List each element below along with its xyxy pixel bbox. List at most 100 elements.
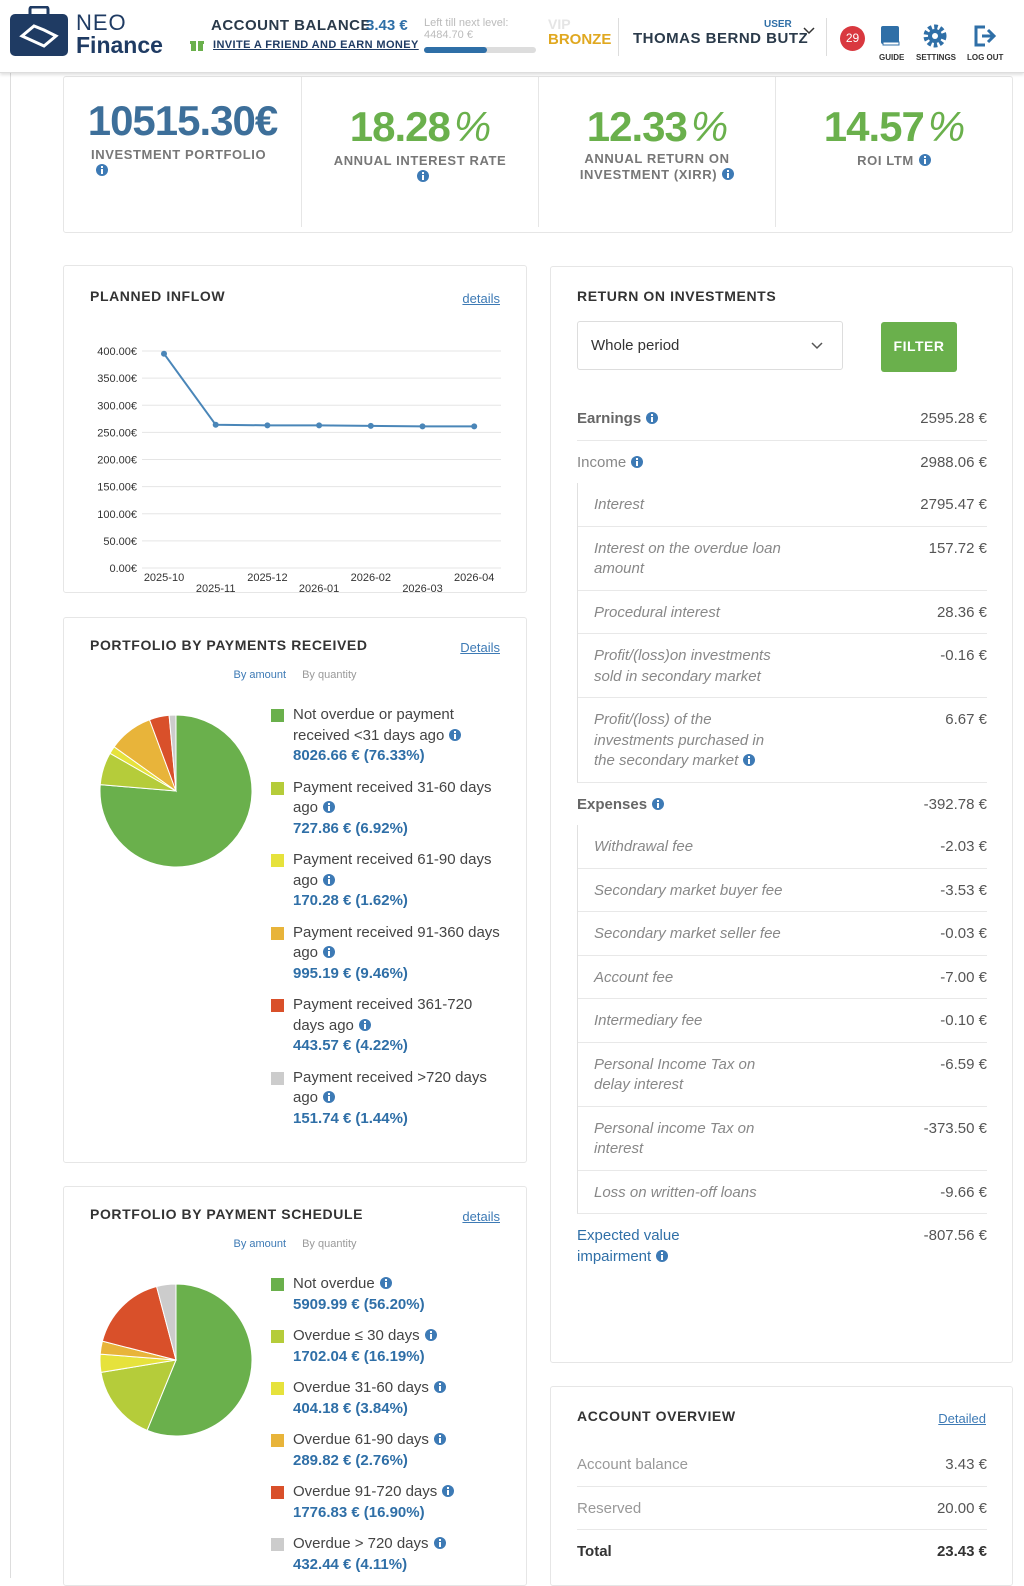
roi-subrow: Profit/(loss)on investments sold in seco…	[578, 634, 987, 698]
info-icon[interactable]	[722, 168, 735, 180]
x-tick-label: 2026-02	[351, 572, 391, 584]
info-icon[interactable]	[323, 873, 336, 886]
logo-icon[interactable]	[10, 6, 68, 56]
legend: Not overdue 5909.99 € (56.20%) Overdue ≤ 30…	[271, 1274, 506, 1585]
card-title: PORTFOLIO BY PAYMENTS RECEIVED	[90, 637, 368, 653]
guide-icon[interactable]	[879, 24, 903, 48]
planned-inflow-card: PLANNED INFLOW details 0.00€ 50.00€ 100.00…	[63, 265, 527, 593]
legend-percent: (76.33%)	[363, 747, 425, 764]
legend-value: 5909.99 €	[293, 1295, 360, 1313]
legend-item: Overdue 91-720 days 1776.83 € (16.90%)	[271, 1482, 506, 1523]
point	[264, 422, 271, 429]
tab[interactable]: By quantity	[302, 669, 357, 681]
balance-label: ACCOUNT BALANCE	[211, 17, 371, 34]
stat-label-text: ROI LTM	[857, 153, 914, 168]
info-icon[interactable]	[433, 1381, 446, 1393]
roi-sublabel: Loss on written-off loans	[594, 1183, 784, 1204]
legend-swatch	[271, 999, 284, 1012]
info-icon[interactable]	[433, 1537, 446, 1549]
stat: 12.33% ANNUAL RETURN ON INVESTMENT (XIRR)	[538, 77, 775, 227]
legend-label: Payment received 361-720 days ago	[293, 996, 473, 1034]
legend-percent: (4.22%)	[355, 1037, 408, 1054]
legend-percent: (1.44%)	[355, 1109, 408, 1127]
roi-row: Income 2988.06 €	[577, 441, 987, 484]
roi-subvalue: -0.16 €	[940, 647, 987, 664]
filter-button[interactable]: FILTER	[881, 322, 957, 372]
period-text: Whole period	[591, 337, 680, 354]
legend-percent: (16.90%)	[363, 1503, 425, 1521]
legend-percent: (6.92%)	[355, 819, 408, 837]
roi-sublabel: Intermediary fee	[594, 1011, 784, 1032]
stat-value: 14.57%	[776, 103, 1012, 151]
info-icon[interactable]	[323, 801, 336, 813]
roi-subvalue: 6.67 €	[945, 711, 987, 728]
info-icon[interactable]	[433, 1433, 446, 1445]
legend-item: Overdue ≤ 30 days 1702.04 € (16.19%)	[271, 1326, 506, 1367]
y-tick-label: 300.00€	[97, 400, 137, 412]
invite-link[interactable]: INVITE A FRIEND AND EARN MONEY	[213, 39, 419, 51]
legend-value: 289.82 €	[293, 1451, 352, 1469]
x-tick-label: 2026-04	[454, 572, 494, 584]
details-link[interactable]: Detailed	[938, 1411, 986, 1426]
tabs: By amount By quantity	[64, 1238, 526, 1250]
roi-sublabel: Secondary market seller fee	[594, 924, 784, 945]
legend-item: Not overdue or payment received <31 days…	[271, 705, 506, 767]
legend-label: Not overdue	[293, 1275, 375, 1292]
user-chevron[interactable]	[802, 26, 816, 36]
info-icon[interactable]	[424, 1329, 437, 1341]
logout-label[interactable]: LOG OUT	[967, 53, 1004, 62]
roi-value: -392.78 €	[923, 795, 987, 813]
logo-top: NEO	[76, 10, 127, 35]
roi-subvalue: -9.66 €	[940, 1183, 987, 1201]
legend-label: Overdue > 720 days	[293, 1535, 429, 1552]
roi-subvalue: -6.59 €	[940, 1055, 987, 1073]
info-icon[interactable]	[656, 1249, 669, 1262]
card-title: RETURN ON INVESTMENTS	[577, 288, 777, 304]
settings-icon[interactable]	[923, 24, 947, 48]
logout-icon[interactable]	[973, 24, 999, 48]
info-icon[interactable]	[323, 946, 336, 958]
card-title: ACCOUNT OVERVIEW	[577, 1408, 736, 1424]
roi-sublabel-text: Procedural interest	[594, 603, 720, 621]
legend-item: Payment received 31-60 days ago 727.86 €(…	[271, 778, 506, 840]
info-icon[interactable]	[379, 1277, 392, 1289]
info-icon[interactable]	[743, 754, 756, 766]
legend-value: 995.19 €	[293, 964, 352, 982]
legend-swatch	[271, 1434, 284, 1447]
info-icon[interactable]	[652, 797, 665, 810]
roi-value: 2595.28 €	[920, 410, 987, 427]
line	[163, 353, 475, 428]
stat-label-text: INVESTMENT PORTFOLIO	[91, 147, 267, 162]
details-link[interactable]: details	[462, 1209, 500, 1224]
info-icon[interactable]	[918, 154, 931, 166]
info-icon[interactable]	[323, 1091, 336, 1103]
level-bar	[424, 47, 536, 53]
info-icon[interactable]	[358, 1018, 371, 1031]
roi-sublabel-text: Account fee	[594, 968, 674, 986]
info-icon[interactable]	[631, 455, 644, 468]
info-icon[interactable]	[449, 728, 462, 741]
info-icon[interactable]	[442, 1485, 455, 1497]
info-icon[interactable]	[416, 170, 429, 182]
tab[interactable]: By amount	[233, 669, 287, 681]
legend-value: 432.44 €	[293, 1555, 352, 1573]
details-link[interactable]: details	[462, 291, 500, 306]
info-icon[interactable]	[646, 412, 659, 424]
tab[interactable]: By amount	[233, 1238, 287, 1250]
info-icon[interactable]	[96, 164, 108, 176]
guide-label[interactable]: GUIDE	[879, 53, 905, 62]
roi-subrow: Procedural interest 28.36 €	[578, 591, 987, 634]
details-link[interactable]: Details	[460, 640, 500, 655]
roi-sublabel: Profit/(loss)on investments sold in seco…	[594, 646, 784, 687]
legend-percent: (1.62%)	[355, 892, 408, 909]
settings-label[interactable]: SETTINGS	[916, 53, 957, 62]
next-level-label: Left till next level:	[424, 17, 509, 29]
tab[interactable]: By quantity	[302, 1238, 357, 1250]
roi-sublabel-text: Profit/(loss)on investments sold in seco…	[594, 647, 771, 685]
notification-badge[interactable]: 29	[840, 26, 865, 51]
user-name[interactable]: THOMAS BERND BUTZ	[633, 30, 809, 47]
legend-swatch	[271, 1330, 284, 1343]
y-tick-label: 350.00€	[97, 373, 137, 385]
period-select[interactable]: Whole period	[577, 321, 843, 370]
legend-swatch	[271, 709, 284, 722]
